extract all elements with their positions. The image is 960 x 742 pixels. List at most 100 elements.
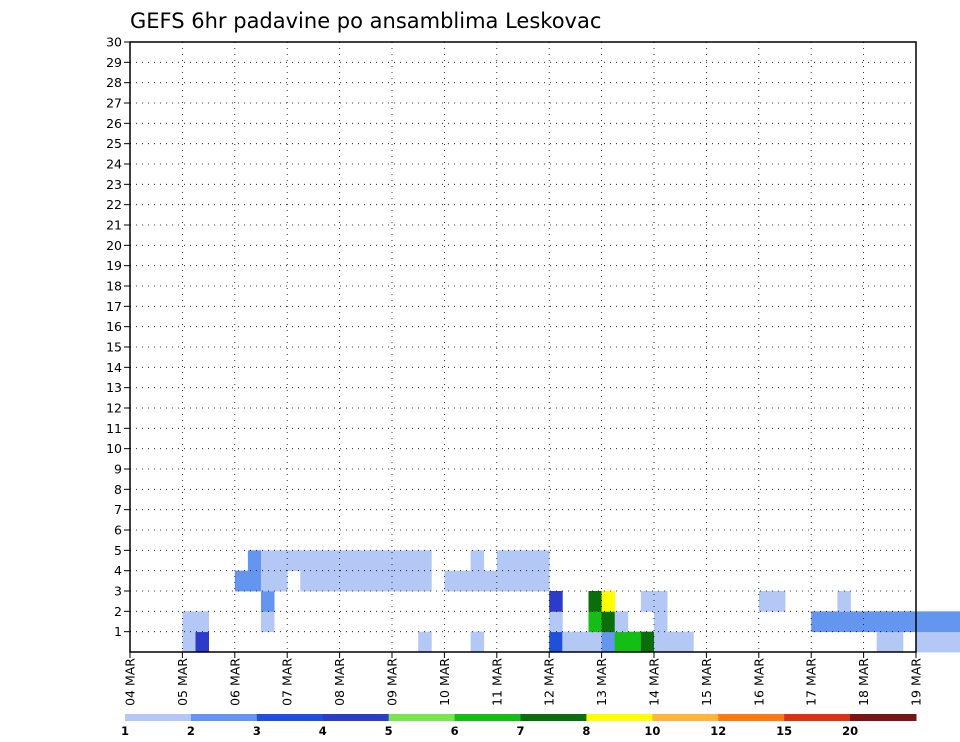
precipitation-cell xyxy=(261,550,275,572)
precipitation-cell xyxy=(496,550,511,572)
y-tick-label: 25 xyxy=(106,136,122,151)
precipitation-cell xyxy=(523,570,537,592)
y-tick-label: 18 xyxy=(106,279,122,294)
precipitation-cell xyxy=(811,611,825,633)
colorbar-label: 1 xyxy=(121,724,129,738)
colorbar-swatch xyxy=(586,714,653,721)
colorbar-swatch xyxy=(388,714,456,721)
colorbar-swatch xyxy=(125,714,192,721)
precipitation-cell xyxy=(274,570,288,592)
precipitation-cell xyxy=(313,570,327,592)
precipitation-cell xyxy=(405,550,419,572)
precipitation-cell xyxy=(352,570,367,592)
precipitation-cell xyxy=(654,631,668,653)
colorbar-label: 15 xyxy=(776,724,792,738)
precipitation-cell xyxy=(549,611,563,633)
y-tick-label: 4 xyxy=(114,563,122,578)
precipitation-cell xyxy=(195,611,209,633)
colorbar-swatch xyxy=(190,714,258,721)
x-tick-label: 05 MAR xyxy=(175,658,190,706)
precipitation-cell xyxy=(929,631,943,653)
y-tick-label: 21 xyxy=(106,218,122,233)
precipitation-cell xyxy=(313,550,327,572)
precipitation-cell xyxy=(549,631,563,653)
precipitation-cell xyxy=(916,631,930,653)
precipitation-cell xyxy=(850,611,864,633)
colorbar-label: 20 xyxy=(842,724,858,738)
precipitation-cell xyxy=(483,570,498,592)
precipitation-cell xyxy=(889,611,904,633)
precipitation-cell xyxy=(942,631,956,653)
precipitation-cell xyxy=(955,631,960,653)
chart-title: GEFS 6hr padavine po ansamblima Leskovac xyxy=(130,9,601,33)
precipitation-cell xyxy=(562,631,576,653)
precipitation-cell xyxy=(287,550,301,572)
y-tick-label: 6 xyxy=(114,523,122,538)
y-tick-label: 27 xyxy=(106,96,122,111)
precipitation-cell xyxy=(392,550,406,572)
precipitation-cell xyxy=(234,570,249,592)
colorbar-label: 10 xyxy=(644,724,660,738)
y-tick-label: 17 xyxy=(106,299,122,314)
precipitation-cell xyxy=(588,631,602,653)
precipitation-cell xyxy=(352,550,367,572)
y-tick-label: 1 xyxy=(114,624,122,639)
precipitation-cell xyxy=(405,570,419,592)
precipitation-cell xyxy=(588,591,602,612)
y-tick-label: 29 xyxy=(106,55,122,70)
y-tick-label: 20 xyxy=(106,238,122,253)
precipitation-cell xyxy=(876,631,891,653)
precipitation-cell xyxy=(300,570,314,592)
x-tick-label: 07 MAR xyxy=(280,658,295,706)
precipitation-cell xyxy=(536,570,550,592)
precipitation-cell xyxy=(654,611,668,633)
colorbar-swatch xyxy=(652,714,719,721)
precipitation-cell xyxy=(667,631,681,653)
precipitation-cell xyxy=(889,631,904,653)
precipitation-cell xyxy=(771,591,786,612)
colorbar-swatch xyxy=(520,714,587,721)
x-tick-label: 19 MAR xyxy=(909,658,924,706)
precipitation-cell xyxy=(955,611,960,633)
precipitation-cell xyxy=(588,611,602,633)
precipitation-cell xyxy=(339,570,354,592)
y-tick-label: 8 xyxy=(114,482,122,497)
x-tick-label: 08 MAR xyxy=(332,658,347,706)
y-tick-label: 10 xyxy=(106,441,122,456)
colorbar-label: 2 xyxy=(187,724,195,738)
precipitation-cell xyxy=(274,550,288,572)
precipitation-cell xyxy=(261,570,275,592)
precipitation-cell xyxy=(614,611,629,633)
colorbar-swatch xyxy=(718,714,785,721)
colorbar-label: 6 xyxy=(451,724,459,738)
x-tick-label: 16 MAR xyxy=(751,658,766,706)
precipitation-cell xyxy=(182,611,196,633)
precipitation-cell xyxy=(365,550,380,572)
precipitation-cell xyxy=(444,570,458,592)
x-tick-label: 06 MAR xyxy=(227,658,242,706)
y-tick-label: 9 xyxy=(114,462,122,477)
y-tick-label: 19 xyxy=(106,258,122,273)
x-tick-label: 18 MAR xyxy=(856,658,871,706)
precipitation-cell xyxy=(418,631,432,653)
y-tick-label: 23 xyxy=(106,177,122,192)
precipitation-cell xyxy=(942,611,956,633)
precipitation-cell xyxy=(418,570,432,592)
precipitation-cell xyxy=(247,550,262,572)
y-tick-label: 22 xyxy=(106,197,122,212)
precipitation-cell xyxy=(876,611,891,633)
colorbar-label: 8 xyxy=(582,724,590,738)
colorbar-swatch xyxy=(322,714,390,721)
y-tick-label: 2 xyxy=(114,604,122,619)
precipitation-cell xyxy=(247,570,262,592)
precipitation-cell xyxy=(326,550,340,572)
y-tick-label: 5 xyxy=(114,543,122,558)
precipitation-cell xyxy=(470,570,485,592)
precipitation-cell xyxy=(536,550,550,572)
precipitation-cell xyxy=(457,570,471,592)
y-tick-label: 14 xyxy=(106,360,122,375)
precipitation-cell xyxy=(601,631,616,653)
precipitation-cell xyxy=(758,591,773,612)
y-axis: 1234567891011121314151617181920212223242… xyxy=(106,35,130,639)
